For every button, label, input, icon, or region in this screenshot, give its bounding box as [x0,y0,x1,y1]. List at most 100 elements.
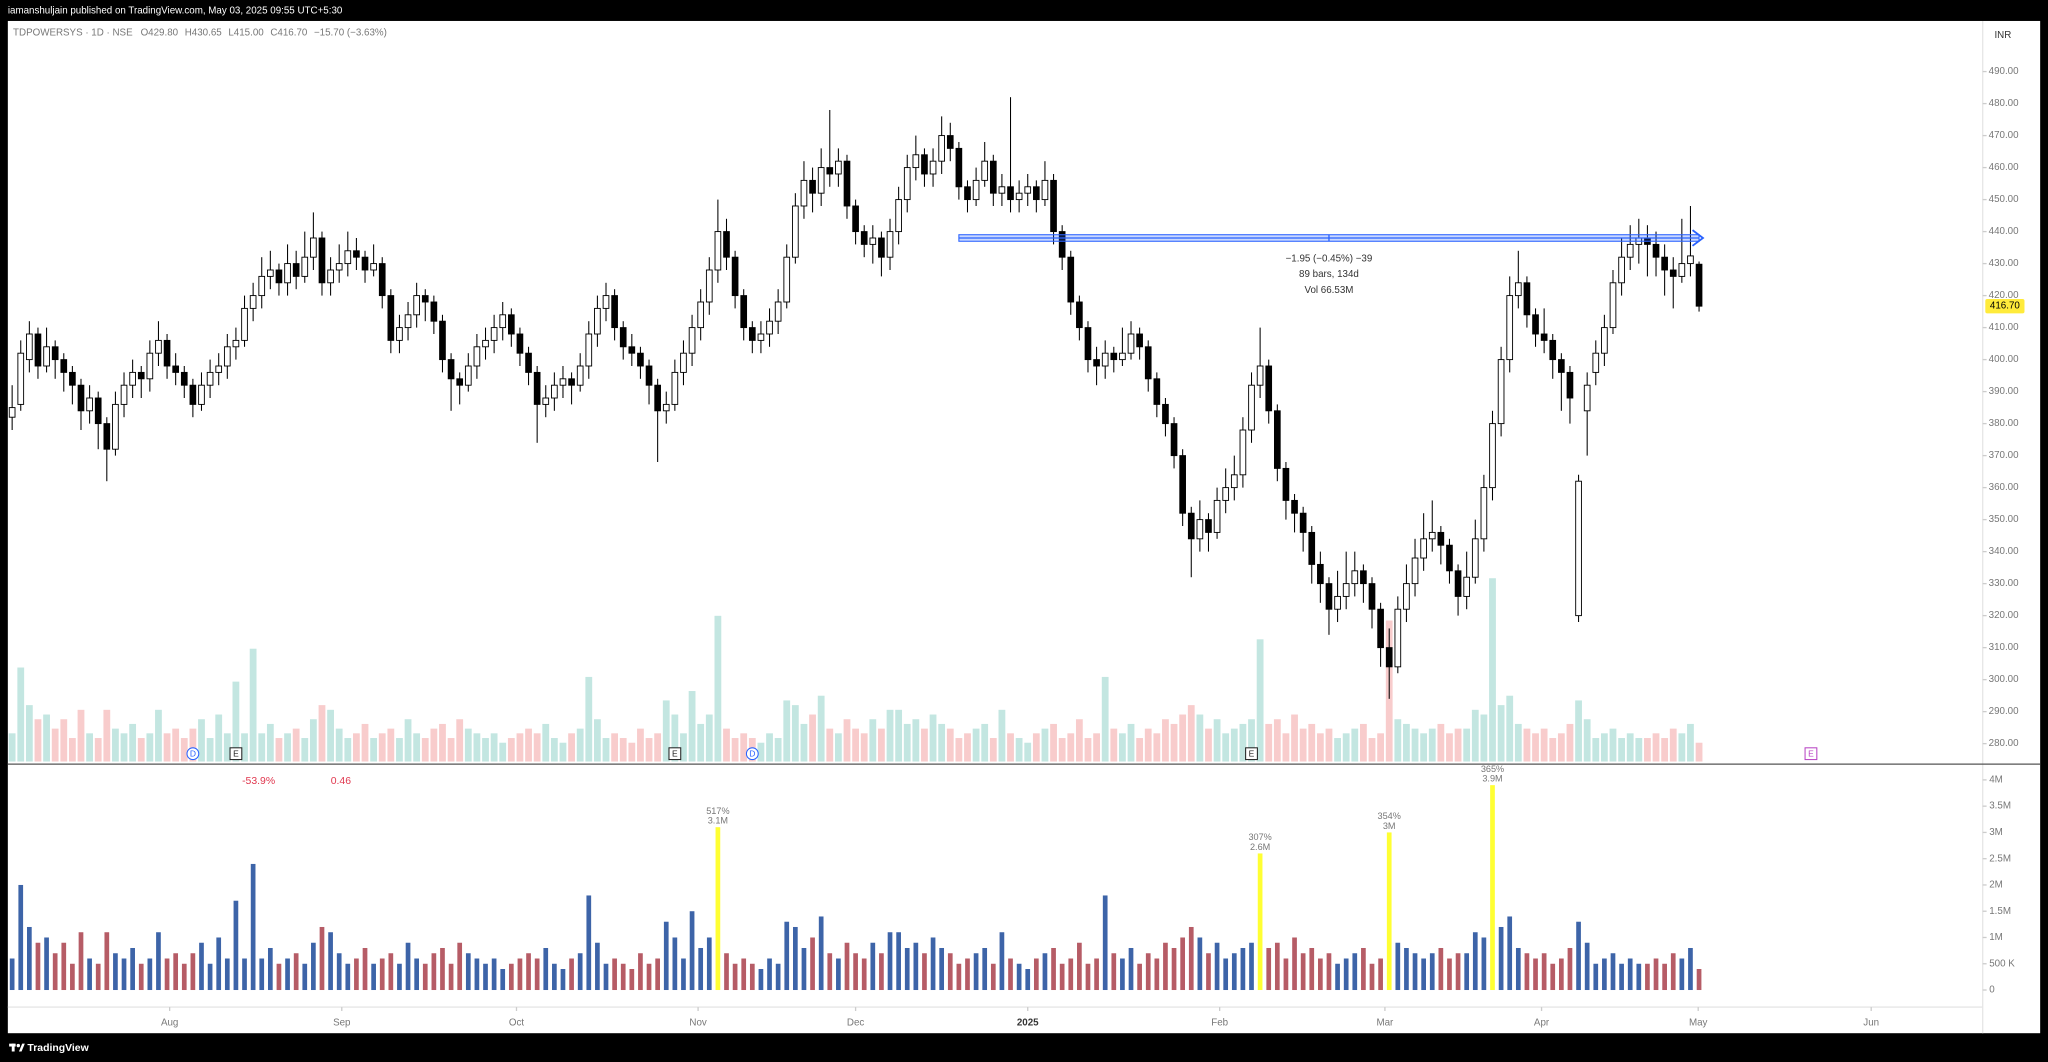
volume-overlay-bar [929,714,937,762]
volume-bar [1326,953,1332,991]
candle-body [697,301,705,329]
volume-bar [147,958,153,991]
candle-body [1592,352,1600,373]
volume-bar [1309,947,1315,991]
volume-bar [1008,958,1013,991]
volume-overlay-bar [361,723,369,762]
volume-bar [879,953,884,991]
y-tick-label: 490.00 [1989,66,2019,77]
candle-body [1506,295,1514,361]
x-tick-label: Jun [1863,1017,1879,1028]
volume-overlay-bar [353,733,360,762]
volume-overlay-bar [1196,714,1204,762]
volume-overlay-bar [516,733,524,762]
y-tick-label: 380.00 [1989,418,2019,429]
volume-bar [44,937,49,991]
candle-body [1601,327,1608,354]
candle-body [757,333,765,341]
volume-bar [1111,953,1117,991]
y-tick-label: 390.00 [1989,386,2019,397]
volume-bar [311,942,316,991]
candle-body [1360,570,1367,585]
volume-bar [861,958,867,991]
volume-overlay-bar [77,709,85,762]
volume-bar [543,947,549,991]
volume-bar [250,863,256,991]
volume-bar [569,958,574,991]
indicator-label: -53.9% [242,776,275,787]
volume-bar [853,953,858,991]
volume-overlay-bar [886,709,894,762]
candle-body [103,423,111,450]
volume-bar [130,947,135,991]
candle-body [1514,282,1522,297]
volume-tick-label: 1.5M [1989,906,2011,917]
volume-bar [1283,958,1289,991]
candle-body [112,403,119,450]
candle-body [1067,256,1075,303]
candle-body [989,160,997,194]
volume-overlay-bar [1652,733,1660,762]
volume-overlay-bar [860,733,868,762]
volume-bar [483,963,488,991]
legend-change: −15.70 (−3.63%) [314,27,387,38]
y-tick-label: 290.00 [1989,706,2019,717]
x-tick-label: Oct [509,1017,524,1028]
candle-body [1119,352,1126,361]
highlight-volume: 3M [1383,821,1396,831]
candle-body [594,307,601,335]
volume-overlay-bar [1437,723,1445,762]
volume-overlay-bar [404,719,412,762]
volume-overlay-bar [1359,723,1367,762]
volume-bar [491,958,497,991]
candle-body [1489,423,1496,489]
y-tick-label: 320.00 [1989,610,2019,621]
candle-body [1480,487,1488,540]
candle-body [232,339,240,348]
candle-body [163,339,171,367]
measure-arrow [1691,229,1705,247]
candle-body [464,365,472,386]
volume-overlay-bar [1687,723,1694,762]
volume-overlay-bar [1162,719,1169,762]
candle-body [172,365,179,373]
volume-bar [1533,958,1538,991]
volume-overlay-bar [903,723,911,762]
volume-overlay-bar [817,695,825,762]
candle-body [430,301,438,322]
volume-overlay-bar [1377,733,1385,762]
brand: TradingView [27,1043,89,1054]
volume-overlay-bar [94,738,102,762]
volume-overlay-bar [1265,723,1273,762]
y-tick-label: 340.00 [1989,546,2019,557]
volume-bar [724,953,729,991]
candle-body [1273,410,1281,469]
legend-symbol: TDPOWERSYS · 1D · NSE [13,27,133,38]
volume-overlay-bar [1153,733,1161,762]
volume-overlay-bar [1609,728,1617,762]
candle-body [318,237,326,284]
candle-body [1549,339,1557,361]
volume-bar [973,953,979,991]
volume-bar [190,953,196,991]
candle-body [301,256,309,277]
candle-body [671,371,679,405]
candle-body [860,231,868,245]
volume-tick-label: 3.5M [1989,801,2011,812]
event-label: E [1249,749,1255,759]
volume-overlay-bar [1256,639,1264,762]
candle-body [1583,384,1591,412]
volume-bar [319,926,325,991]
candle-body [946,135,954,149]
candle-body [1058,231,1066,258]
volume-overlay-bar [1299,728,1307,762]
candle-body [835,160,842,175]
candle-body [921,154,928,175]
candle-body [361,256,369,271]
highlight-percent: 354% [1378,811,1401,821]
volume-bar [242,958,247,991]
volume-overlay-bar [680,733,687,762]
candle-body [559,378,567,386]
volume-bar [586,895,592,991]
candle-body [335,263,343,271]
